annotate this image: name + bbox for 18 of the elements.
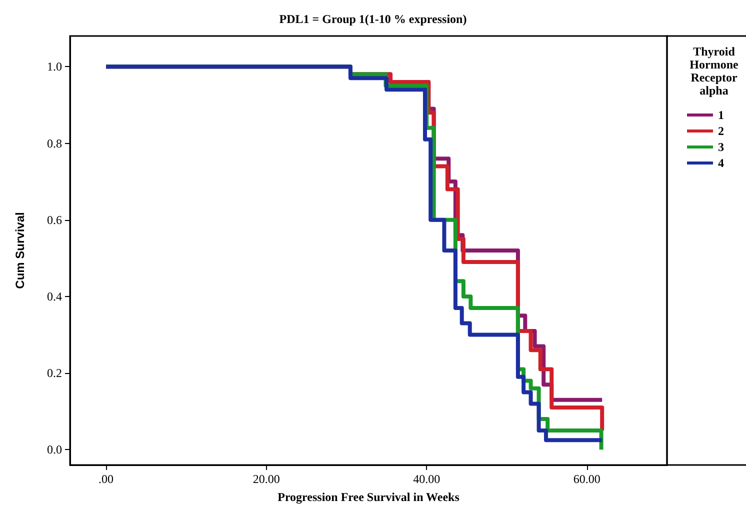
y-tick-label: 0.2: [47, 366, 62, 380]
x-tick-label: 20.00: [252, 472, 280, 486]
y-axis-title: Cum Survival: [13, 212, 27, 289]
y-tick-label: 1.0: [47, 60, 62, 74]
legend-label: 1: [718, 108, 724, 122]
x-tick-label: 60.00: [573, 472, 600, 486]
legend-title: Thyroid Hormone Receptor alpha: [690, 44, 739, 98]
y-tick-label: 0.6: [47, 212, 62, 227]
y-tick-label: 0.0: [47, 442, 62, 457]
y-tick-label: 0.8: [47, 136, 62, 150]
legend-label: 3: [718, 140, 724, 154]
y-tick-label: 0.4: [47, 289, 62, 304]
legend-label: 4: [718, 156, 724, 170]
x-tick-label: 40.00: [413, 472, 440, 486]
chart-title: PDL1 = Group 1(1-10 % expression): [279, 12, 467, 26]
x-tick-label: .00: [98, 472, 114, 486]
x-axis-title: Progression Free Survival in Weeks: [278, 490, 460, 504]
legend-label: 2: [718, 124, 724, 138]
